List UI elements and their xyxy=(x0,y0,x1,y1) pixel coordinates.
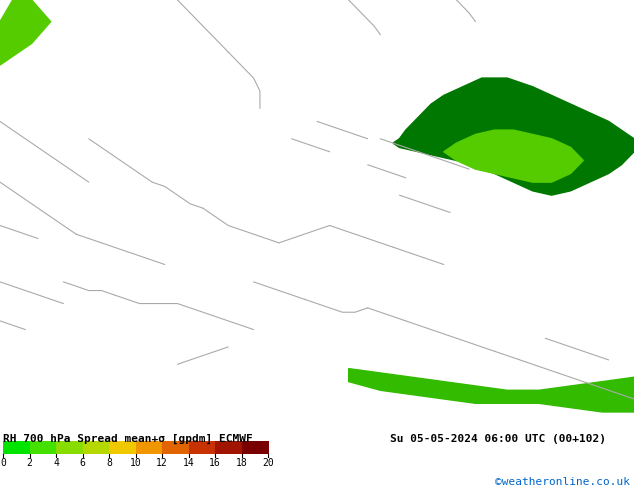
Text: 18: 18 xyxy=(236,458,247,468)
Text: Su 05-05-2024 06:00 UTC (00+102): Su 05-05-2024 06:00 UTC (00+102) xyxy=(390,434,606,443)
Bar xyxy=(162,441,189,454)
Bar xyxy=(215,441,242,454)
Bar xyxy=(82,441,110,454)
Text: 14: 14 xyxy=(183,458,195,468)
Polygon shape xyxy=(349,368,634,412)
Polygon shape xyxy=(444,130,583,182)
Text: 8: 8 xyxy=(106,458,112,468)
Text: 10: 10 xyxy=(129,458,141,468)
Text: 2: 2 xyxy=(27,458,32,468)
Text: 4: 4 xyxy=(53,458,59,468)
Polygon shape xyxy=(393,78,634,195)
Text: 20: 20 xyxy=(262,458,274,468)
Text: 12: 12 xyxy=(156,458,168,468)
Bar xyxy=(3,441,30,454)
Text: 16: 16 xyxy=(209,458,221,468)
Bar xyxy=(188,441,216,454)
Bar xyxy=(56,441,83,454)
Bar xyxy=(109,441,136,454)
Text: 0: 0 xyxy=(0,458,6,468)
Bar xyxy=(242,441,269,454)
Bar xyxy=(136,441,162,454)
Text: ©weatheronline.co.uk: ©weatheronline.co.uk xyxy=(495,477,630,487)
Text: RH 700 hPa Spread mean+σ [gpdm] ECMWF: RH 700 hPa Spread mean+σ [gpdm] ECMWF xyxy=(3,434,253,444)
Bar xyxy=(30,441,56,454)
Polygon shape xyxy=(0,0,51,65)
Text: 6: 6 xyxy=(79,458,86,468)
